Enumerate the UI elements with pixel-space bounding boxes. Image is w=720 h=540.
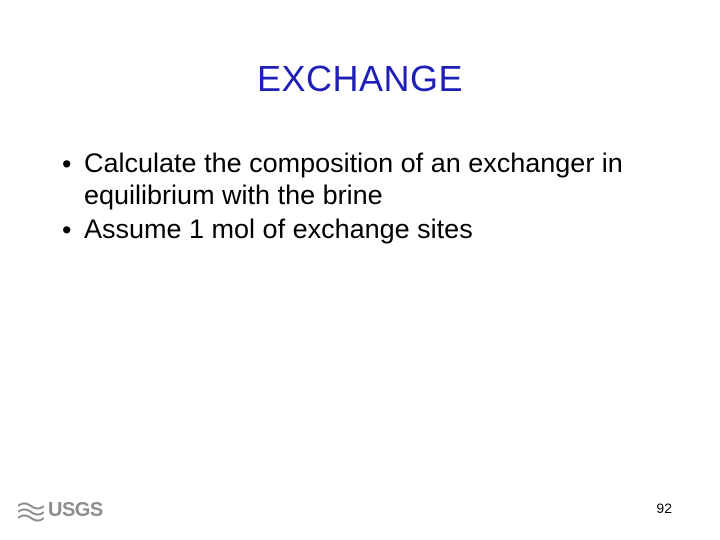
bullet-text: Calculate the composition of an exchange… [84, 148, 664, 212]
page-number: 92 [656, 500, 672, 516]
slide-title: EXCHANGE [0, 58, 720, 100]
bullet-marker: • [56, 148, 84, 180]
bullet-item: • Assume 1 mol of exchange sites [56, 214, 664, 246]
bullet-item: • Calculate the composition of an exchan… [56, 148, 664, 212]
slide: EXCHANGE • Calculate the composition of … [0, 0, 720, 540]
wave-icon [18, 500, 44, 522]
slide-body: • Calculate the composition of an exchan… [56, 148, 664, 248]
usgs-logo: USGS [18, 499, 103, 522]
logo-text: USGS [48, 499, 103, 522]
bullet-text: Assume 1 mol of exchange sites [84, 214, 664, 246]
bullet-marker: • [56, 214, 84, 246]
